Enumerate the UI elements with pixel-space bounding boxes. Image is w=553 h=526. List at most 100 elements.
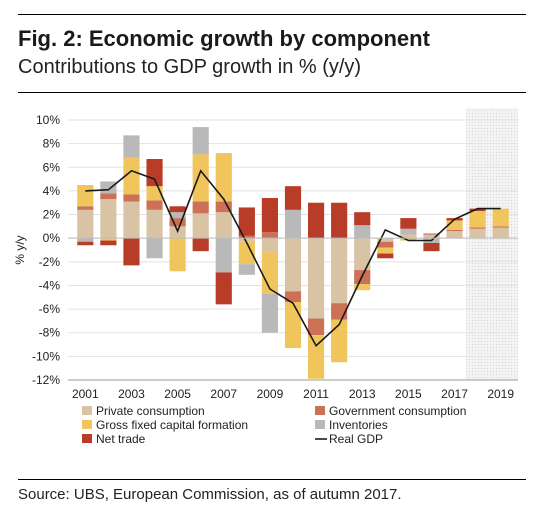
bar-government-consumption-2008 bbox=[238, 235, 255, 239]
legend-private-consumption-swatch bbox=[82, 406, 92, 415]
bar-government-consumption-2002 bbox=[100, 193, 117, 200]
bar-private-consumption-2010 bbox=[284, 238, 302, 292]
bar-government-consumption-2006 bbox=[192, 201, 209, 214]
legend-net-trade-swatch bbox=[82, 434, 92, 443]
bar-net-trade-2010 bbox=[284, 186, 302, 210]
bar-inventories-2002 bbox=[100, 181, 117, 194]
bar-net-trade-2005 bbox=[169, 206, 186, 213]
real-gdp-line bbox=[85, 169, 501, 347]
chart: 10% 8% 6% 4% 2% 0% -2% -4% -6% -8% -10% -12% 2001 200… bbox=[13, 108, 518, 446]
bar-inventories-2006 bbox=[192, 127, 209, 155]
bar-net-trade-2015 bbox=[400, 218, 417, 229]
bar-gross-fixed-capital-formation-2006 bbox=[192, 154, 209, 202]
legend-government-consumption-label: Government consumption bbox=[329, 404, 466, 418]
bar-private-consumption-2012 bbox=[331, 238, 348, 304]
y-tick-label: -4% bbox=[39, 278, 61, 292]
figure-title: Fig. 2: Economic growth by component bbox=[18, 26, 430, 51]
bar-government-consumption-2001 bbox=[77, 206, 94, 210]
legend-gross-fixed-capital-formation-label: Gross fixed capital formation bbox=[96, 418, 248, 432]
header-rule bbox=[18, 92, 526, 93]
bar-net-trade-2003 bbox=[123, 238, 140, 266]
y-tick-label: 0% bbox=[43, 231, 61, 245]
bar-gross-fixed-capital-formation-2018 bbox=[469, 211, 486, 228]
y-tick-label: 2% bbox=[43, 208, 61, 222]
bar-private-consumption-2015 bbox=[400, 234, 417, 239]
bar-government-consumption-2018 bbox=[469, 227, 486, 229]
bar-private-consumption-2007 bbox=[215, 212, 232, 239]
bar-net-trade-2018 bbox=[469, 208, 486, 211]
bar-net-trade-2008 bbox=[238, 207, 255, 236]
footer-rule bbox=[18, 479, 526, 480]
y-tick-label: -10% bbox=[32, 349, 60, 363]
bar-inventories-2005 bbox=[169, 212, 186, 219]
bar-gross-fixed-capital-formation-2007 bbox=[215, 153, 232, 202]
y-tick-label: 10% bbox=[36, 113, 60, 127]
y-tick-label: -12% bbox=[32, 373, 60, 387]
legend-private-consumption-label: Private consumption bbox=[96, 404, 205, 418]
legend-inventories-swatch bbox=[315, 420, 325, 429]
legend-real-gdp-label: Real GDP bbox=[329, 432, 383, 446]
x-tick-label: 2015 bbox=[395, 387, 422, 401]
y-tick-label: 8% bbox=[43, 137, 61, 151]
source-note: Source: UBS, European Commission, as of … bbox=[18, 486, 402, 503]
bar-net-trade-2007 bbox=[215, 272, 232, 305]
bar-private-consumption-2009 bbox=[261, 238, 278, 253]
bar-inventories-2001 bbox=[77, 238, 94, 242]
bar-inventories-2003 bbox=[123, 135, 140, 158]
bar-government-consumption-2003 bbox=[123, 194, 140, 202]
bar-private-consumption-2011 bbox=[308, 238, 325, 319]
bar-private-consumption-2004 bbox=[146, 209, 163, 239]
bar-gross-fixed-capital-formation-2008 bbox=[238, 241, 255, 265]
bar-gross-fixed-capital-formation-2005 bbox=[169, 238, 186, 272]
bar-inventories-2004 bbox=[146, 238, 163, 259]
bar-net-trade-2002 bbox=[100, 240, 117, 246]
bar-gross-fixed-capital-formation-2017 bbox=[446, 220, 463, 230]
y-axis-label: % y/y bbox=[13, 235, 27, 264]
bar-net-trade-2011 bbox=[308, 202, 325, 239]
x-tick-label: 2011 bbox=[303, 387, 329, 401]
x-tick-label: 2019 bbox=[487, 387, 514, 401]
x-tick-label: 2017 bbox=[441, 387, 468, 401]
x-tick-label: 2001 bbox=[72, 387, 99, 401]
legend-inventories-label: Inventories bbox=[329, 418, 388, 432]
bar-gross-fixed-capital-formation-2014 bbox=[377, 247, 394, 254]
bar-gross-fixed-capital-formation-2013 bbox=[354, 284, 371, 291]
bar-private-consumption-2006 bbox=[192, 213, 209, 239]
bar-inventories-2009 bbox=[261, 293, 278, 333]
bar-net-trade-2004 bbox=[146, 159, 163, 187]
bar-private-consumption-2008 bbox=[238, 238, 255, 242]
bar-inventories-2010 bbox=[284, 209, 302, 239]
bar-gross-fixed-capital-formation-2019 bbox=[492, 208, 509, 227]
bar-inventories-2015 bbox=[400, 228, 417, 235]
bar-government-consumption-2009 bbox=[261, 232, 278, 239]
bar-inventories-2007 bbox=[215, 238, 232, 273]
bar-gross-fixed-capital-formation-2010 bbox=[284, 302, 302, 349]
y-tick-label: 4% bbox=[43, 184, 61, 198]
bar-net-trade-2001 bbox=[77, 241, 94, 246]
bar-gross-fixed-capital-formation-2012 bbox=[331, 319, 348, 363]
bar-inventories-2013 bbox=[354, 225, 371, 239]
bar-net-trade-2012 bbox=[331, 202, 348, 239]
bar-private-consumption-2014 bbox=[377, 238, 394, 242]
bar-net-trade-2009 bbox=[261, 198, 278, 233]
bar-gross-fixed-capital-formation-2009 bbox=[261, 252, 278, 294]
bar-gross-fixed-capital-formation-2003 bbox=[123, 157, 140, 195]
bar-government-consumption-2017 bbox=[446, 229, 463, 232]
figure-subtitle: Contributions to GDP growth in % (y/y) bbox=[18, 56, 362, 78]
x-tick-label: 2005 bbox=[164, 387, 191, 401]
bar-gross-fixed-capital-formation-2001 bbox=[77, 185, 94, 207]
legend-gross-fixed-capital-formation-swatch bbox=[82, 420, 92, 429]
y-tick-label: -6% bbox=[39, 302, 61, 316]
bar-government-consumption-2004 bbox=[146, 200, 163, 210]
bar-inventories-2008 bbox=[238, 264, 255, 275]
bar-government-consumption-2011 bbox=[308, 318, 325, 336]
bar-net-trade-2014 bbox=[377, 253, 394, 259]
x-tick-label: 2003 bbox=[118, 387, 145, 401]
forecast-shading bbox=[466, 108, 518, 380]
y-tick-label: -2% bbox=[39, 255, 61, 269]
legend-net-trade-label: Net trade bbox=[96, 432, 146, 446]
x-tick-label: 2007 bbox=[210, 387, 237, 401]
bar-government-consumption-2010 bbox=[284, 291, 302, 302]
bar-gross-fixed-capital-formation-2015 bbox=[400, 238, 417, 241]
bar-gross-fixed-capital-formation-2002 bbox=[100, 238, 117, 241]
